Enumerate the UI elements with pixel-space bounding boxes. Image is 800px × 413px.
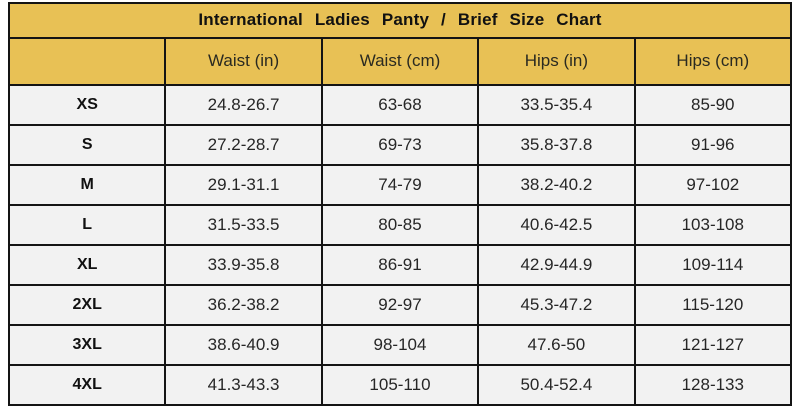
table-row-m: M 29.1-31.1 74-79 38.2-40.2 97-102 [7, 164, 793, 207]
table-row-xl: XL 33.9-35.8 86-91 42.9-44.9 109-114 [7, 244, 793, 286]
waist-cm-value: 105-110 [320, 363, 480, 407]
table-row-2xl: 2XL 36.2-38.2 92-97 45.3-47.2 115-120 [7, 283, 793, 326]
hips-cm-value: 128-133 [633, 363, 793, 407]
size-label: M [7, 164, 167, 207]
waist-cm-value: 74-79 [320, 164, 480, 207]
waist-in-value: 27.2-28.7 [164, 124, 323, 167]
hips-in-value: 42.9-44.9 [477, 244, 636, 286]
table-row-s: S 27.2-28.7 69-73 35.8-37.8 91-96 [7, 124, 793, 167]
hips-cm-value: 85-90 [633, 84, 793, 127]
waist-in-value: 36.2-38.2 [164, 283, 323, 326]
table-row-xs: XS 24.8-26.7 63-68 33.5-35.4 85-90 [7, 84, 793, 127]
size-label: 2XL [7, 283, 167, 326]
waist-cm-value: 92-97 [320, 283, 480, 326]
hips-cm-value: 109-114 [633, 244, 793, 286]
chart-title: International Ladies Panty / Brief Size … [8, 2, 792, 39]
waist-in-value: 41.3-43.3 [164, 363, 323, 407]
hips-in-value: 33.5-35.4 [477, 84, 636, 127]
waist-in-value: 24.8-26.7 [164, 84, 323, 127]
column-header-size [7, 36, 167, 87]
waist-cm-value: 69-73 [320, 124, 480, 167]
column-header-waist-cm: Waist (cm) [320, 36, 480, 87]
table-row-l: L 31.5-33.5 80-85 40.6-42.5 103-108 [7, 204, 793, 246]
hips-cm-value: 97-102 [633, 164, 793, 207]
hips-in-value: 40.6-42.5 [477, 204, 636, 246]
header-row: Waist (in) Waist (cm) Hips (in) Hips (cm… [7, 36, 793, 87]
size-label: S [7, 124, 167, 167]
column-header-hips-in: Hips (in) [477, 36, 636, 87]
size-label: 4XL [7, 363, 167, 407]
size-chart-table: International Ladies Panty / Brief Size … [7, 2, 793, 407]
column-header-hips-cm: Hips (cm) [633, 36, 793, 87]
table-row-4xl: 4XL 41.3-43.3 105-110 50.4-52.4 128-133 [7, 363, 793, 407]
hips-in-value: 35.8-37.8 [477, 124, 636, 167]
waist-in-value: 29.1-31.1 [164, 164, 323, 207]
waist-in-value: 31.5-33.5 [164, 204, 323, 246]
waist-cm-value: 80-85 [320, 204, 480, 246]
hips-in-value: 50.4-52.4 [477, 363, 636, 407]
waist-cm-value: 63-68 [320, 84, 480, 127]
hips-cm-value: 115-120 [633, 283, 793, 326]
waist-cm-value: 86-91 [320, 244, 480, 286]
size-label: L [7, 204, 167, 246]
hips-cm-value: 103-108 [633, 204, 793, 246]
hips-in-value: 45.3-47.2 [477, 283, 636, 326]
hips-in-value: 38.2-40.2 [477, 164, 636, 207]
size-label: XL [7, 244, 167, 286]
table-row-3xl: 3XL 38.6-40.9 98-104 47.6-50 121-127 [7, 323, 793, 366]
waist-in-value: 33.9-35.8 [164, 244, 323, 286]
size-label: 3XL [7, 323, 167, 366]
waist-in-value: 38.6-40.9 [164, 323, 323, 366]
hips-cm-value: 121-127 [633, 323, 793, 366]
hips-in-value: 47.6-50 [477, 323, 636, 366]
size-label: XS [7, 84, 167, 127]
column-header-waist-in: Waist (in) [164, 36, 323, 87]
waist-cm-value: 98-104 [320, 323, 480, 366]
title-row: International Ladies Panty / Brief Size … [8, 2, 792, 39]
hips-cm-value: 91-96 [633, 124, 793, 167]
